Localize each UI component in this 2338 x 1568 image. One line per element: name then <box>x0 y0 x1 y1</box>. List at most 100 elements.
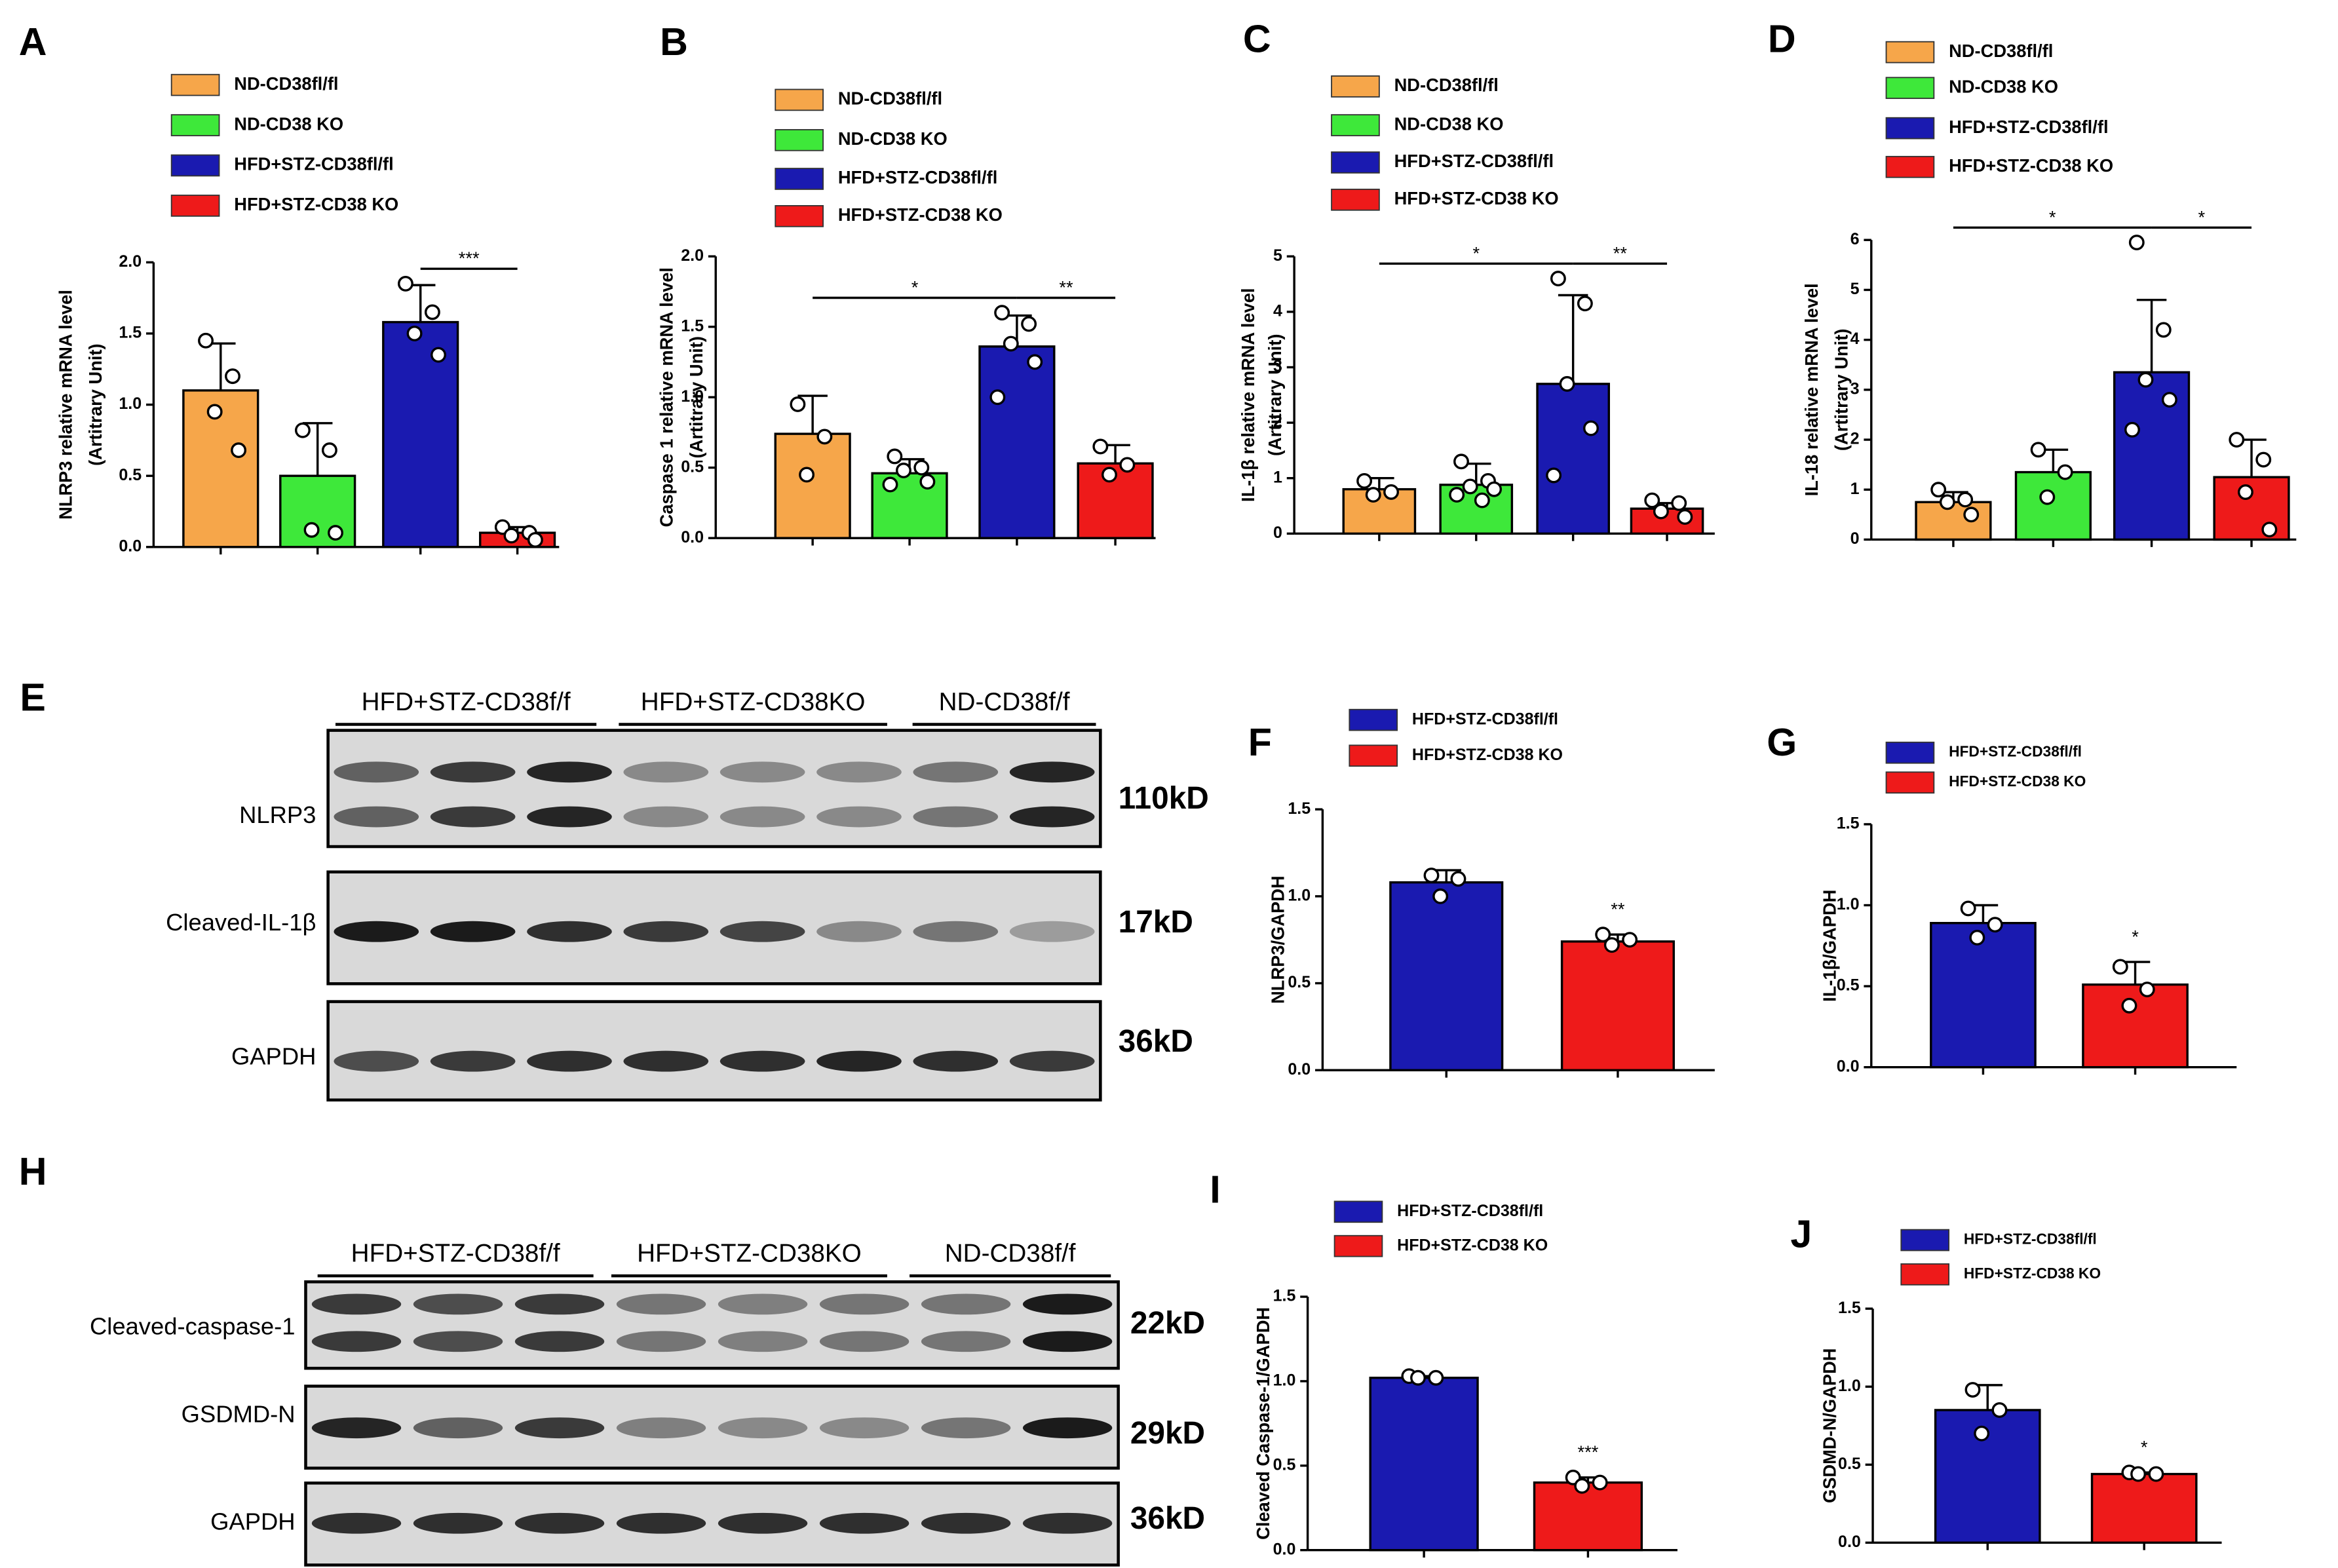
legend-swatch <box>775 88 824 111</box>
legend-label: HFD+STZ-CD38fl/fl <box>1412 710 1558 728</box>
legend-swatch <box>170 154 220 177</box>
y-tick-label: 1.0 <box>1837 895 1860 913</box>
blot-band <box>719 1050 805 1072</box>
blot-band <box>623 806 709 828</box>
data-point <box>1356 473 1373 489</box>
blot-band <box>311 1331 402 1352</box>
data-point <box>431 347 446 363</box>
legend-label: HFD+STZ-CD38fl/fl <box>234 154 393 174</box>
blot-band <box>1022 1293 1113 1315</box>
data-point <box>1021 316 1037 332</box>
blot-band <box>623 1050 709 1072</box>
bar <box>1915 501 1992 541</box>
y-tick-label: 0.0 <box>1838 1533 1861 1551</box>
y-tick-label: 6 <box>1850 230 1860 248</box>
panel-label: A <box>19 20 47 64</box>
blot-band <box>1022 1331 1113 1352</box>
size-label: 22kD <box>1130 1306 1205 1341</box>
legend-label: HFD+STZ-CD38fl/fl <box>1949 117 2108 137</box>
data-point <box>1592 1474 1608 1491</box>
data-point <box>1603 937 1620 953</box>
blot-band <box>1022 1417 1113 1439</box>
y-tick-label: 1.0 <box>1288 886 1311 904</box>
y-axis-label: (Artitrary Unit) <box>1265 334 1285 457</box>
legend-swatch <box>1333 1234 1383 1257</box>
blot-band <box>719 761 805 783</box>
y-axis-label: NLRP3/GAPDH <box>1268 875 1288 1004</box>
row-label: Cleaved-IL-1β <box>166 909 316 936</box>
data-point <box>1003 335 1019 352</box>
significance-label: * <box>2141 1437 2148 1457</box>
data-point <box>1574 1478 1590 1494</box>
blot-band <box>718 1293 808 1315</box>
legend-swatch <box>1331 151 1380 174</box>
data-point <box>1027 354 1043 370</box>
y-tick-label: 0 <box>1273 524 1282 542</box>
y-axis-label: (Artitrary Unit) <box>1831 329 1852 451</box>
legend-swatch <box>170 114 220 136</box>
blot-band <box>816 761 902 783</box>
blot-band <box>616 1331 706 1352</box>
panel-label: H <box>19 1149 47 1193</box>
legend-swatch <box>775 205 824 227</box>
data-point <box>397 275 413 292</box>
y-tick-label: 2 <box>1273 413 1282 431</box>
bar <box>1536 383 1610 535</box>
legend-label: HFD+STZ-CD38 KO <box>1394 188 1559 208</box>
panel-label: B <box>660 20 688 64</box>
data-point <box>2124 421 2140 438</box>
y-axis-label: NLRP3 relative mRNA level <box>56 290 76 520</box>
y-tick-label: 0.5 <box>1837 976 1860 995</box>
data-point <box>1960 900 1976 917</box>
row-label: GAPDH <box>231 1043 316 1070</box>
blot-band <box>913 921 999 942</box>
panel-label: D <box>1768 16 1796 60</box>
blot-strip <box>326 1000 1102 1102</box>
legend-label: HFD+STZ-CD38fl/fl <box>1964 1231 2097 1248</box>
significance-label: * <box>2049 207 2056 227</box>
blot-band <box>718 1512 808 1534</box>
bar <box>1533 1481 1643 1552</box>
legend-swatch <box>775 168 824 190</box>
bar <box>1930 921 2037 1069</box>
significance-label: *** <box>459 248 480 269</box>
data-point <box>919 474 936 490</box>
significance-label: * <box>2132 927 2139 947</box>
data-point <box>2121 997 2137 1014</box>
data-point <box>1974 1425 1990 1442</box>
panel-label: C <box>1243 16 1271 60</box>
blot-band <box>921 1417 1011 1439</box>
legend-label: HFD+STZ-CD38fl/fl <box>1397 1202 1543 1220</box>
legend-swatch <box>1885 117 1935 140</box>
legend-swatch <box>1885 41 1935 64</box>
data-point <box>206 404 223 420</box>
data-point <box>2255 451 2272 468</box>
error-bar <box>302 422 333 476</box>
size-label: 36kD <box>1130 1501 1205 1536</box>
data-point <box>1559 375 1575 392</box>
y-tick-label: 0.5 <box>681 457 704 476</box>
bar <box>2014 470 2092 541</box>
data-point <box>896 463 911 478</box>
y-tick-label: 3 <box>1850 379 1860 398</box>
significance-label: ** <box>1613 243 1628 263</box>
group-label: HFD+STZ-CD38KO <box>637 1240 862 1268</box>
data-point <box>816 429 833 445</box>
y-tick-label: 2.0 <box>681 246 704 265</box>
legend-swatch <box>1349 708 1398 731</box>
blot-band <box>816 921 902 942</box>
legend-swatch <box>1885 77 1935 100</box>
blot-band <box>719 921 805 942</box>
data-point <box>1474 492 1490 508</box>
bar <box>2213 476 2290 541</box>
row-label: GAPDH <box>210 1508 295 1535</box>
blot-band <box>334 1050 419 1072</box>
blot-band <box>514 1331 605 1352</box>
blot-band <box>913 761 999 783</box>
y-tick-label: 2 <box>1850 430 1860 448</box>
legend-label: ND-CD38fl/fl <box>1394 75 1499 95</box>
blot-band <box>921 1293 1011 1315</box>
legend-label: HFD+STZ-CD38 KO <box>1949 155 2113 176</box>
blot-band <box>623 761 709 783</box>
y-axis-label: IL-1β/GAPDH <box>1820 890 1840 1002</box>
